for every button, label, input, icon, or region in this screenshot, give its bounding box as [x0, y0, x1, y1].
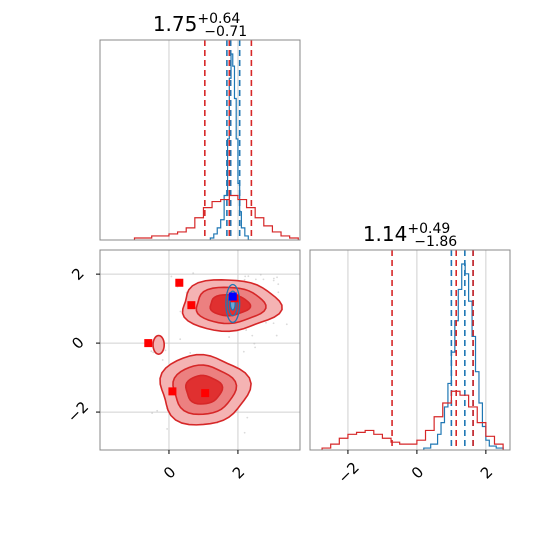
sample-point	[164, 349, 167, 352]
sample-point	[166, 428, 169, 430]
sample-point	[272, 279, 275, 282]
right-marginal-panel: −2 0 2 1.14+0.49 −1.86	[309, 221, 511, 487]
sample-point	[243, 431, 246, 434]
sample-point	[246, 416, 249, 419]
x-tick-label: 0	[160, 463, 179, 482]
sample-point	[189, 352, 192, 354]
title-plus-error: +0.49	[407, 221, 450, 237]
right-histogram-step	[321, 390, 504, 450]
right-panel-frame	[309, 249, 511, 451]
sample-point	[277, 291, 280, 294]
sample-point	[285, 323, 288, 326]
blue-marker	[228, 292, 237, 301]
sample-point	[150, 350, 153, 353]
blue-contour	[225, 283, 241, 324]
sample-point	[272, 277, 275, 280]
sample-point	[151, 412, 154, 414]
sample-point	[254, 346, 257, 349]
sample-point	[262, 278, 265, 281]
joint-panel-frame	[99, 249, 301, 451]
top-panel-title: 1.75+0.64 −0.71	[153, 11, 247, 40]
sample-point	[244, 275, 247, 278]
red-marker	[201, 389, 210, 398]
sample-point	[152, 351, 155, 354]
sample-point	[156, 409, 159, 412]
sample-point	[179, 310, 182, 313]
sample-point	[161, 359, 164, 361]
red-marker	[175, 278, 184, 287]
sample-point	[276, 276, 278, 279]
sample-point	[277, 283, 280, 286]
sample-point	[272, 322, 275, 325]
top-marginal-panel: 1.75+0.64 −0.71	[99, 11, 301, 241]
red-contour-outer	[152, 334, 166, 355]
sample-point	[251, 334, 254, 337]
top-histogram-step	[133, 194, 299, 240]
title-value: 1.14	[363, 222, 408, 246]
y-tick-label: 2	[68, 264, 87, 283]
sample-point	[254, 278, 257, 281]
right-panel-title: 1.14+0.49 −1.86	[363, 221, 457, 250]
red-marker	[168, 387, 177, 396]
x-tick-label: −2	[334, 459, 362, 487]
sample-point	[247, 275, 250, 278]
right-panel-ticks: −2 0 2	[334, 450, 496, 487]
x-tick-label: 2	[477, 463, 496, 482]
sample-point	[253, 342, 256, 345]
top-panel-frame	[99, 39, 301, 241]
y-tick-label: 0	[68, 333, 87, 352]
right-panel-grid	[347, 250, 487, 450]
sample-point	[259, 273, 262, 276]
title-minus-error: −0.71	[204, 24, 247, 40]
sample-point	[245, 329, 248, 331]
top-histogram-step	[209, 53, 252, 240]
sample-point	[265, 321, 267, 324]
sample-point	[275, 334, 278, 337]
sample-point	[228, 336, 231, 338]
sample-point	[179, 338, 182, 341]
red-marker	[144, 339, 153, 348]
title-value: 1.75	[153, 12, 198, 36]
right-panel-background	[310, 250, 510, 450]
blue-contour	[227, 290, 238, 317]
top-panel-background	[100, 40, 300, 240]
y-tick-label: −2	[64, 398, 92, 426]
title-minus-error: −1.86	[414, 234, 457, 250]
joint-panel: 0 2 −2 0 2	[64, 249, 301, 482]
sample-point	[242, 350, 245, 353]
right-panel-content	[321, 250, 504, 450]
top-panel-content	[133, 40, 299, 240]
x-tick-label: 0	[408, 463, 427, 482]
title-plus-error: +0.64	[197, 11, 240, 27]
x-tick-label: 2	[229, 463, 248, 482]
joint-panel-content	[144, 272, 288, 434]
red-marker	[187, 301, 196, 310]
sample-point	[170, 275, 173, 278]
sample-point	[243, 278, 246, 281]
sample-point	[192, 272, 195, 275]
